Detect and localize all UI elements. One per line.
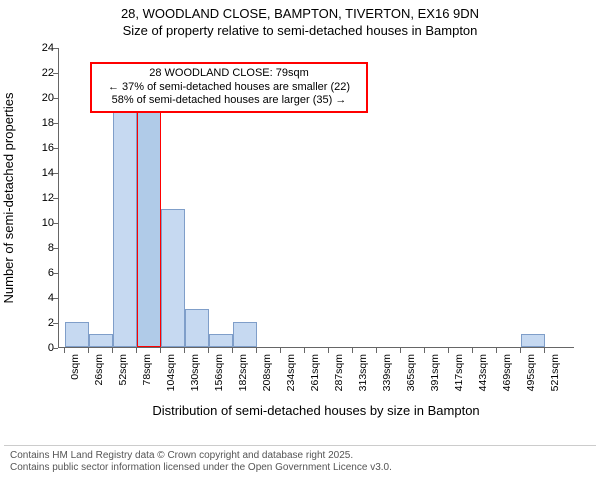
ytick-mark [53, 223, 58, 224]
xtick-label: 26sqm [93, 354, 105, 386]
xtick-label: 443sqm [477, 354, 489, 391]
xtick-mark [208, 348, 209, 353]
annotation-box: 28 WOODLAND CLOSE: 79sqm← 37% of semi-de… [90, 62, 368, 113]
xtick-label: 0sqm [69, 354, 81, 380]
ytick-label: 0 [24, 342, 54, 354]
ytick-label: 16 [24, 142, 54, 154]
bar [209, 334, 233, 347]
ytick-mark [53, 148, 58, 149]
xtick-label: 208sqm [261, 354, 273, 391]
bar [113, 109, 137, 347]
xtick-label: 365sqm [405, 354, 417, 391]
bar [521, 334, 545, 347]
xtick-mark [160, 348, 161, 353]
bar [185, 309, 209, 347]
x-axis-label: Distribution of semi-detached houses by … [58, 403, 574, 418]
ytick-label: 18 [24, 117, 54, 129]
xtick-mark [112, 348, 113, 353]
ytick-label: 4 [24, 292, 54, 304]
footer-line1: Contains HM Land Registry data © Crown c… [10, 450, 590, 463]
xtick-mark [88, 348, 89, 353]
xtick-label: 391sqm [429, 354, 441, 391]
ytick-label: 8 [24, 242, 54, 254]
xtick-label: 130sqm [189, 354, 201, 391]
xtick-mark [400, 348, 401, 353]
ytick-label: 20 [24, 92, 54, 104]
xtick-label: 104sqm [165, 354, 177, 391]
ytick-mark [53, 298, 58, 299]
title-line2: Size of property relative to semi-detach… [0, 23, 600, 40]
xtick-label: 417sqm [453, 354, 465, 391]
ytick-mark [53, 48, 58, 49]
ytick-mark [53, 198, 58, 199]
ytick-mark [53, 323, 58, 324]
xtick-mark [520, 348, 521, 353]
ytick-mark [53, 248, 58, 249]
annotation-line: 28 WOODLAND CLOSE: 79sqm [98, 67, 360, 81]
annotation-line: ← 37% of semi-detached houses are smalle… [98, 81, 360, 95]
bar [65, 322, 89, 347]
xtick-mark [256, 348, 257, 353]
xtick-label: 495sqm [525, 354, 537, 391]
ytick-label: 14 [24, 167, 54, 179]
xtick-label: 52sqm [117, 354, 129, 386]
annotation-line: 58% of semi-detached houses are larger (… [98, 94, 360, 108]
xtick-mark [376, 348, 377, 353]
bar [137, 97, 161, 347]
ytick-label: 10 [24, 217, 54, 229]
ytick-mark [53, 273, 58, 274]
bar [89, 334, 113, 347]
xtick-label: 469sqm [501, 354, 513, 391]
xtick-mark [184, 348, 185, 353]
xtick-label: 78sqm [141, 354, 153, 386]
bar [233, 322, 257, 347]
ytick-label: 2 [24, 317, 54, 329]
xtick-mark [496, 348, 497, 353]
xtick-label: 287sqm [333, 354, 345, 391]
chart-title: 28, WOODLAND CLOSE, BAMPTON, TIVERTON, E… [0, 0, 600, 40]
xtick-mark [328, 348, 329, 353]
xtick-mark [136, 348, 137, 353]
y-axis-label: Number of semi-detached properties [1, 92, 16, 303]
xtick-label: 313sqm [357, 354, 369, 391]
xtick-mark [232, 348, 233, 353]
xtick-label: 339sqm [381, 354, 393, 391]
ytick-label: 24 [24, 42, 54, 54]
ytick-label: 6 [24, 267, 54, 279]
xtick-mark [424, 348, 425, 353]
title-line1: 28, WOODLAND CLOSE, BAMPTON, TIVERTON, E… [0, 6, 600, 23]
ytick-label: 22 [24, 67, 54, 79]
chart-area: 0246810121416182022240sqm26sqm52sqm78sqm… [0, 40, 600, 445]
xtick-mark [448, 348, 449, 353]
xtick-label: 261sqm [309, 354, 321, 391]
ytick-mark [53, 123, 58, 124]
xtick-mark [544, 348, 545, 353]
xtick-label: 234sqm [285, 354, 297, 391]
footer: Contains HM Land Registry data © Crown c… [4, 445, 596, 475]
bar [161, 209, 185, 347]
xtick-label: 182sqm [237, 354, 249, 391]
xtick-label: 521sqm [549, 354, 561, 391]
xtick-mark [304, 348, 305, 353]
ytick-mark [53, 348, 58, 349]
ytick-mark [53, 173, 58, 174]
footer-line2: Contains public sector information licen… [10, 462, 590, 475]
ytick-mark [53, 73, 58, 74]
ytick-mark [53, 98, 58, 99]
ytick-label: 12 [24, 192, 54, 204]
xtick-label: 156sqm [213, 354, 225, 391]
xtick-mark [64, 348, 65, 353]
xtick-mark [280, 348, 281, 353]
xtick-mark [352, 348, 353, 353]
xtick-mark [472, 348, 473, 353]
